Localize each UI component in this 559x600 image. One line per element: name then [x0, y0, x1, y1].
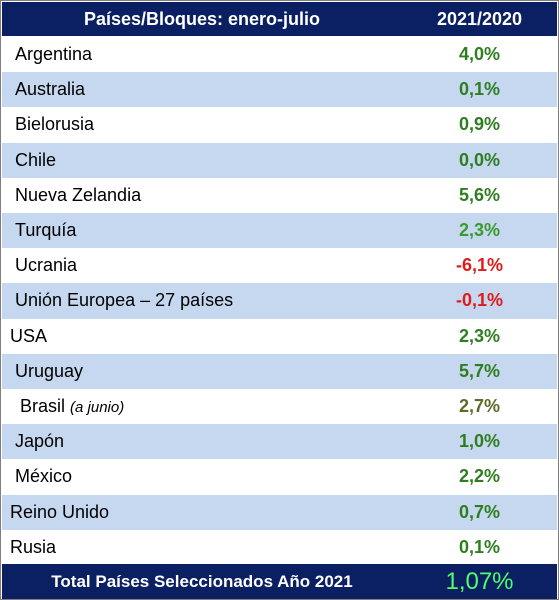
country-name: Rusia — [10, 536, 57, 557]
table-row: Brasil (a junio) 2,7% — [2, 389, 557, 424]
country-name: Chile — [15, 149, 57, 170]
table-row: Uruguay 5,7% — [2, 353, 557, 389]
table-row: USA 2,3% — [2, 319, 557, 354]
table-row: Australia 0,1% — [2, 72, 557, 108]
country-name: Nueva Zelandia — [15, 184, 142, 205]
change-value: -0,1% — [455, 290, 504, 311]
table-row: Unión Europea – 27 países -0,1% — [2, 283, 557, 319]
country-name: Brasil (a junio) — [2, 396, 402, 417]
change-value: 5,6% — [458, 184, 501, 205]
change-value: 1,0% — [458, 431, 501, 452]
country-name: México — [15, 466, 73, 487]
table-row: Chile 0,0% — [2, 142, 557, 178]
country-name: Argentina — [15, 44, 93, 65]
change-value: 0,1% — [458, 536, 501, 557]
change-value: 0,9% — [458, 114, 501, 135]
change-value: 2,2% — [458, 466, 501, 487]
table-footer: Total Países Seleccionados Año 2021 1,07… — [2, 564, 557, 599]
table-row: Rusia 0,1% — [2, 530, 557, 565]
country-name: USA — [10, 325, 48, 346]
change-value: -6,1% — [455, 255, 504, 276]
change-value: 2,7% — [458, 396, 501, 417]
country-label: Brasil — [20, 396, 66, 417]
country-name: Bielorusia — [15, 114, 95, 135]
country-name: Unión Europea – 27 países — [15, 290, 234, 311]
change-value: 0,1% — [458, 79, 501, 100]
table-row: Ucrania -6,1% — [2, 248, 557, 283]
country-name: Reino Unido — [10, 501, 110, 522]
change-value: 0,7% — [458, 501, 501, 522]
header-period: 2021/2020 — [436, 8, 523, 29]
change-value: 5,7% — [458, 360, 501, 381]
country-name: Uruguay — [15, 360, 84, 381]
country-name: Australia — [15, 79, 86, 100]
country-name: Ucrania — [15, 255, 78, 276]
change-value: 2,3% — [458, 220, 501, 241]
table-row: Nueva Zelandia 5,6% — [2, 178, 557, 213]
table-row: Turquía 2,3% — [2, 213, 557, 249]
header-countries: Países/Bloques: enero-julio — [83, 8, 321, 29]
change-value: 4,0% — [458, 44, 501, 65]
change-value: 2,3% — [458, 325, 501, 346]
table-row: México 2,2% — [2, 459, 557, 494]
country-name: Turquía — [15, 220, 77, 241]
table-row: Argentina 4,0% — [2, 37, 557, 72]
total-label: Total Países Seleccionados Año 2021 — [51, 571, 353, 591]
country-name: Japón — [15, 431, 65, 452]
table-row: Reino Unido 0,7% — [2, 494, 557, 530]
table-header: Países/Bloques: enero-julio 2021/2020 — [2, 2, 557, 36]
total-value: 1,07% — [445, 567, 514, 595]
change-value: 0,0% — [458, 149, 501, 170]
country-note: (a junio) — [70, 399, 125, 417]
table-row: Japón 1,0% — [2, 424, 557, 460]
table-row: Bielorusia 0,9% — [2, 107, 557, 142]
